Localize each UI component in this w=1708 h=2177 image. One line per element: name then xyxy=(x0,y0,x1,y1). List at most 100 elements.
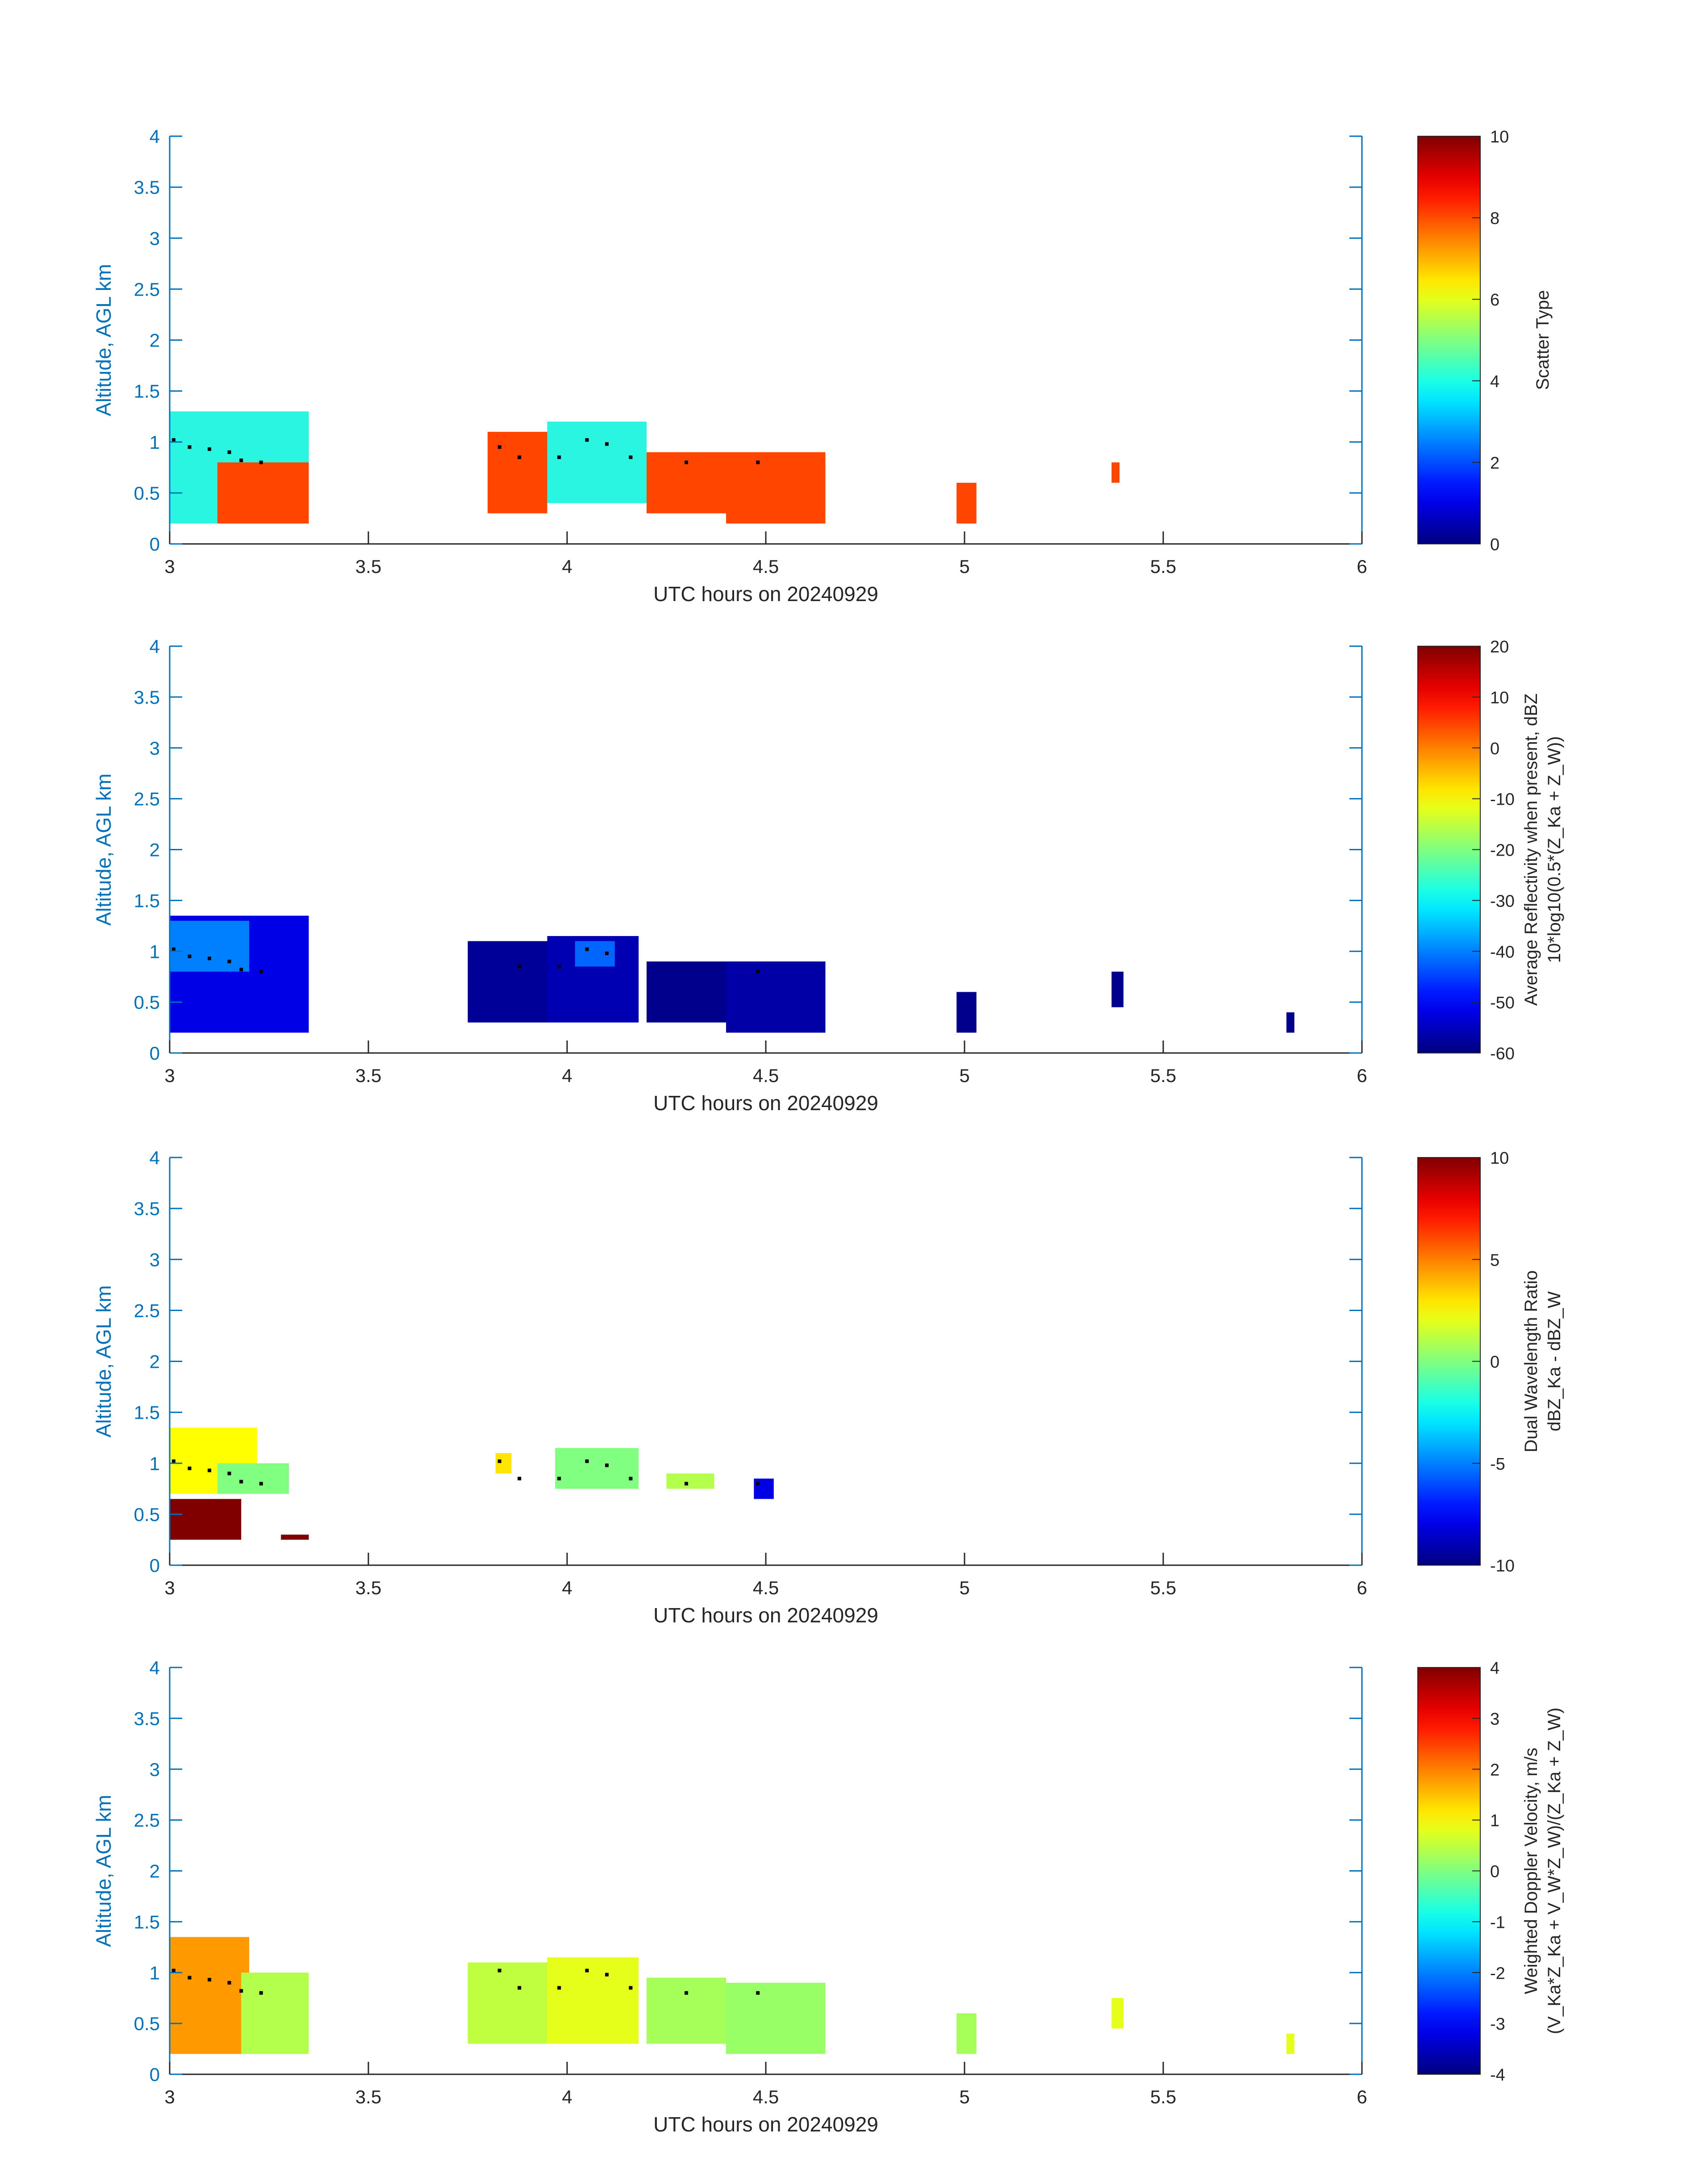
colorbar-tick-label: 4 xyxy=(1490,1659,1499,1678)
marker-dot xyxy=(188,1467,192,1471)
marker-dot xyxy=(585,438,589,442)
data-cell xyxy=(217,462,309,524)
colorbar-tick-label: -10 xyxy=(1490,790,1515,809)
colorbar-tick-label: 2 xyxy=(1490,1761,1499,1780)
y-tick-label: 2 xyxy=(150,1351,160,1372)
y-tick-label: 1 xyxy=(150,432,160,453)
data-cell xyxy=(666,1473,714,1489)
x-tick-label: 3 xyxy=(164,1065,175,1086)
marker-dot xyxy=(188,445,192,449)
x-tick-label: 5 xyxy=(959,556,969,577)
colorbar-tick-label: -60 xyxy=(1490,1045,1515,1063)
x-tick-label: 4.5 xyxy=(753,1577,779,1598)
colorbar-title: Dual Wavelength Ratio xyxy=(1521,1270,1541,1453)
data-cell xyxy=(956,2013,977,2054)
x-tick-label: 5.5 xyxy=(1150,1577,1176,1598)
y-tick-label: 3.5 xyxy=(134,177,160,198)
marker-dot xyxy=(557,1986,561,1990)
colorbar-title: 10*log10(0.5*(Z_Ka + Z_W)) xyxy=(1545,736,1564,963)
data-cell xyxy=(547,1957,639,2044)
y-tick-label: 2.5 xyxy=(134,1810,160,1831)
x-axis-title: UTC hours on 20240929 xyxy=(653,1091,878,1115)
x-tick-label: 6 xyxy=(1357,1577,1367,1598)
y-tick-label: 2.5 xyxy=(134,1300,160,1321)
y-tick-label: 1.5 xyxy=(134,1402,160,1423)
colorbar xyxy=(1417,1667,1481,2075)
marker-dot xyxy=(756,460,760,464)
y-tick-label: 1 xyxy=(150,1962,160,1983)
data-cell xyxy=(647,1977,726,2044)
data-cell xyxy=(726,1983,826,2054)
chart-panel-reflectivity: 0 0.5 1 1.5 2 2.5 3 3.5 4 3 3.5 4 4.5 5 5.5 6 UTC hours … xyxy=(92,636,1564,1115)
chart-panel-scatter-type: 0 0.5 1 1.5 2 2.5 3 3.5 4 3 3.5 4 4.5 5 5.5 6 UTC hours … xyxy=(92,126,1553,606)
marker-dot xyxy=(259,1482,263,1486)
data-cell xyxy=(217,1463,289,1494)
marker-dot xyxy=(239,1479,243,1483)
y-tick-label: 4 xyxy=(150,636,160,657)
x-tick-label: 3 xyxy=(164,1577,175,1598)
y-tick-label: 2 xyxy=(150,840,160,861)
colorbar xyxy=(1417,646,1481,1053)
data-cell xyxy=(1111,971,1123,1007)
x-tick-label: 4 xyxy=(562,556,572,577)
colorbar-title: (V_Ka*Z_Ka + V_W*Z_W)/(Z_Ka + Z_W) xyxy=(1545,1708,1564,2034)
data-cell xyxy=(1111,1998,1123,2029)
colorbar-tick-label: -3 xyxy=(1490,2015,1505,2034)
marker-dot xyxy=(685,1482,688,1486)
y-axis-title: Altitude, AGL km xyxy=(92,264,115,416)
marker-dot xyxy=(188,954,192,958)
marker-dot xyxy=(208,1468,211,1472)
marker-dot xyxy=(188,1976,192,1980)
y-tick-label: 1.5 xyxy=(134,1911,160,1932)
x-tick-label: 5.5 xyxy=(1150,2086,1176,2107)
x-tick-label: 6 xyxy=(1357,2086,1367,2107)
data-cell xyxy=(575,941,615,967)
x-tick-label: 5.5 xyxy=(1150,1065,1176,1086)
marker-dot xyxy=(605,1972,609,1976)
marker-dot xyxy=(227,1471,231,1475)
data-cell xyxy=(468,941,547,1023)
colorbar xyxy=(1417,136,1481,544)
y-tick-label: 0 xyxy=(150,2064,160,2085)
colorbar-tick-label: 20 xyxy=(1490,638,1509,656)
colorbar-tick-label: -20 xyxy=(1490,841,1515,860)
y-tick-label: 2 xyxy=(150,330,160,351)
colorbar-title: Weighted Doppler Velocity, m/s xyxy=(1521,1747,1541,1994)
y-axis-title: Altitude, AGL km xyxy=(92,1285,115,1437)
marker-dot xyxy=(227,450,231,454)
marker-dot xyxy=(756,1482,760,1486)
y-tick-label: 1.5 xyxy=(134,381,160,402)
marker-dot xyxy=(585,1459,589,1463)
colorbar-tick-label: -1 xyxy=(1490,1913,1505,1932)
marker-dot xyxy=(208,447,211,451)
y-tick-label: 4 xyxy=(150,1657,160,1678)
y-tick-label: 2 xyxy=(150,1861,160,1882)
colorbar-tick-label: 4 xyxy=(1490,372,1499,391)
x-tick-label: 3.5 xyxy=(355,1577,381,1598)
y-tick-label: 0.5 xyxy=(134,1504,160,1525)
x-tick-label: 3.5 xyxy=(355,556,381,577)
x-tick-label: 5.5 xyxy=(1150,556,1176,577)
marker-dot xyxy=(239,458,243,462)
marker-dot xyxy=(557,965,561,969)
data-cell xyxy=(555,1448,639,1489)
marker-dot xyxy=(557,1476,561,1480)
x-tick-label: 5 xyxy=(959,1065,969,1086)
y-tick-label: 0 xyxy=(150,1555,160,1576)
x-tick-label: 4.5 xyxy=(753,2086,779,2107)
x-tick-label: 4 xyxy=(562,2086,572,2107)
data-cell xyxy=(547,422,647,503)
y-tick-label: 0.5 xyxy=(134,992,160,1013)
colorbar-title: Scatter Type xyxy=(1533,290,1553,390)
marker-dot xyxy=(171,1459,175,1463)
colorbar-tick-label: 10 xyxy=(1490,128,1509,146)
marker-dot xyxy=(518,1476,522,1480)
colorbar-tick-label: -40 xyxy=(1490,943,1515,961)
x-axis-title: UTC hours on 20240929 xyxy=(653,582,878,606)
x-tick-label: 3 xyxy=(164,2086,175,2107)
y-tick-label: 1.5 xyxy=(134,890,160,911)
colorbar-tick-label: -2 xyxy=(1490,1964,1505,1983)
x-tick-label: 4 xyxy=(562,1065,572,1086)
colorbar-tick-label: 3 xyxy=(1490,1710,1499,1729)
